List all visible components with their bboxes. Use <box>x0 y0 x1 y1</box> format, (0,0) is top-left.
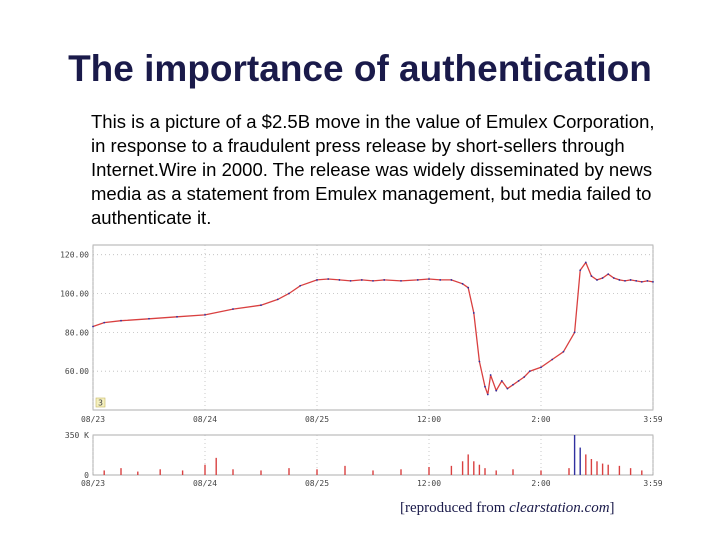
price-series-line <box>92 261 654 395</box>
marker-label: 3 <box>98 399 103 408</box>
price-point <box>618 279 621 281</box>
price-point <box>652 280 654 283</box>
price-point <box>640 280 643 283</box>
price-point <box>472 312 475 314</box>
price-point <box>629 279 632 281</box>
price-point <box>338 279 341 281</box>
price-point <box>383 279 386 281</box>
price-point <box>316 279 318 281</box>
price-y-tick-label: 60.00 <box>65 367 89 376</box>
price-point <box>635 280 638 282</box>
price-y-tick-label: 80.00 <box>65 328 89 337</box>
price-x-tick-label: 3:59 <box>643 415 662 424</box>
price-point <box>349 280 352 282</box>
price-point <box>551 358 554 361</box>
price-point <box>601 277 604 279</box>
price-point <box>517 379 520 382</box>
price-point <box>450 279 453 281</box>
price-point <box>478 360 481 363</box>
price-point <box>573 331 576 334</box>
price-point <box>360 279 363 281</box>
stock-chart-svg: 120.00 100.00 80.00 60.00 08/23 08/24 08/25 12:… <box>60 244 663 488</box>
price-point <box>428 278 430 280</box>
price-point <box>176 315 178 318</box>
caption-source: clearstation.com <box>509 500 610 516</box>
price-x-tick-label: 2:00 <box>531 415 550 424</box>
price-point <box>276 298 279 301</box>
price-point <box>148 317 150 320</box>
price-point <box>596 279 598 281</box>
price-point <box>120 319 122 322</box>
price-point <box>500 379 503 382</box>
volume-x-tick-label: 3:59 <box>643 479 662 488</box>
price-point <box>646 280 649 282</box>
price-point <box>461 282 464 285</box>
price-point <box>439 279 442 281</box>
price-point <box>523 376 526 378</box>
price-point <box>372 280 374 282</box>
price-x-tick-label: 12:00 <box>417 415 441 424</box>
volume-panel: 350 K 008/23 08/24 08/25 12:00 2:00 3:59 <box>65 431 663 488</box>
price-point <box>584 261 587 264</box>
price-point <box>562 350 565 353</box>
price-point <box>232 308 234 310</box>
price-point <box>400 280 402 282</box>
price-y-tick-label: 120.00 <box>60 251 89 260</box>
price-point <box>512 383 514 386</box>
volume-x-tick-label: 12:00 <box>417 479 441 488</box>
price-point <box>624 280 626 282</box>
price-x-tick-label: 08/25 <box>305 415 329 424</box>
price-point <box>484 385 486 388</box>
price-point <box>327 278 330 280</box>
source-caption: [reproduced from clearstation.com] <box>400 500 615 517</box>
price-point <box>486 393 489 396</box>
slide-body-text: This is a picture of a $2.5B move in the… <box>91 111 655 228</box>
price-point <box>467 286 470 289</box>
price-x-tick-label: 08/24 <box>193 415 217 424</box>
price-point <box>528 370 531 373</box>
caption-prefix: [reproduced from <box>400 500 510 516</box>
price-point <box>416 279 419 281</box>
caption-suffix: ] <box>609 500 615 516</box>
volume-x-tick-label: 2:00 <box>531 479 550 488</box>
price-point <box>260 304 262 307</box>
volume-x-tick-label: 08/25 <box>305 479 329 488</box>
price-x-tick-label: 08/23 <box>81 415 105 424</box>
volume-y-tick-label: 0 <box>84 471 89 480</box>
price-point <box>288 292 290 295</box>
volume-x-tick-label: 08/24 <box>193 479 217 488</box>
price-frame <box>92 244 654 411</box>
slide-title: The importance of authentication <box>68 48 652 89</box>
price-point <box>204 313 206 316</box>
price-point <box>92 325 94 328</box>
stock-chart: 120.00 100.00 80.00 60.00 08/23 08/24 08/25 12:… <box>48 240 668 490</box>
price-y-tick-label: 100.00 <box>60 290 89 299</box>
price-panel: 120.00 100.00 80.00 60.00 08/23 08/24 08/25 12:… <box>60 244 663 424</box>
price-point <box>495 389 498 392</box>
price-point <box>506 387 509 390</box>
price-point <box>540 366 542 369</box>
marker-box <box>95 397 106 408</box>
price-point <box>103 321 106 324</box>
price-point <box>299 284 302 287</box>
volume-x-tick-label: 08/23 <box>81 479 105 488</box>
price-point <box>489 374 492 376</box>
price-point <box>607 273 610 276</box>
price-point <box>612 277 615 279</box>
price-point <box>590 275 593 277</box>
price-point <box>579 269 582 272</box>
volume-y-tick-label: 350 K <box>65 431 89 440</box>
